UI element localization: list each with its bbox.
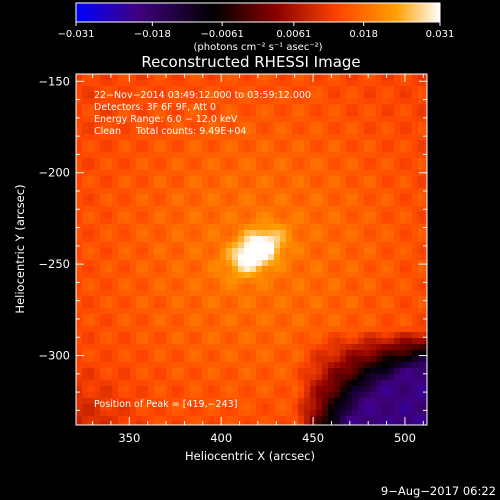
- annotation-energy-range: Energy Range: 6.0 − 12.0 keV: [94, 114, 238, 125]
- colorbar-ticks: −0.031 −0.018 −0.0061 0.0061 0.018 0.031: [57, 22, 454, 40]
- axis-ticks: 350 400 450 500 −150 −200 −250 −300: [38, 74, 427, 445]
- x-tick-label: 500: [394, 431, 416, 445]
- annotation-time-range: 22−Nov−2014 03:49:12.000 to 03:59:12.000: [94, 90, 311, 101]
- y-tick-label: −250: [38, 257, 70, 271]
- y-tick-label: −300: [38, 349, 70, 363]
- colorbar-tick-label: 0.0061: [276, 29, 311, 40]
- colorbar-tick-label: −0.031: [57, 29, 94, 40]
- x-tick-label: 400: [210, 431, 232, 445]
- y-tick-label: −150: [38, 74, 70, 88]
- heatmap-image: [76, 74, 427, 425]
- x-axis-label: Heliocentric X (arcsec): [185, 449, 315, 463]
- chart-title: Reconstructed RHESSI Image: [141, 53, 360, 71]
- annotation-block: 22−Nov−2014 03:49:12.000 to 03:59:12.000…: [94, 90, 311, 137]
- plot-frame: [75, 73, 428, 426]
- colorbar-gradient: [75, 2, 441, 23]
- y-axis-label: Heliocentric Y (arcsec): [13, 184, 27, 313]
- x-tick-label: 450: [302, 431, 324, 445]
- colorbar: −0.031 −0.018 −0.0061 0.0061 0.018 0.031 (pho…: [57, 2, 454, 53]
- colorbar-tick-label: −0.0061: [200, 29, 243, 40]
- annotation-clean-counts: Clean Total counts: 9.49E+04: [94, 126, 246, 137]
- annotation-detectors: Detectors: 3F 6F 9F, Att 0: [94, 102, 216, 113]
- colorbar-tick-label: 0.018: [349, 29, 378, 40]
- peak-position-label: Position of Peak = [419,−243]: [94, 399, 237, 410]
- plot-timestamp: 9−Aug−2017 06:22: [381, 484, 496, 498]
- colorbar-tick-label: 0.031: [426, 29, 455, 40]
- y-tick-label: −200: [38, 166, 70, 180]
- colorbar-tick-label: −0.018: [134, 29, 171, 40]
- colorbar-units-label: (photons cm⁻² s⁻¹ asec⁻²): [193, 42, 322, 53]
- x-tick-label: 350: [118, 431, 140, 445]
